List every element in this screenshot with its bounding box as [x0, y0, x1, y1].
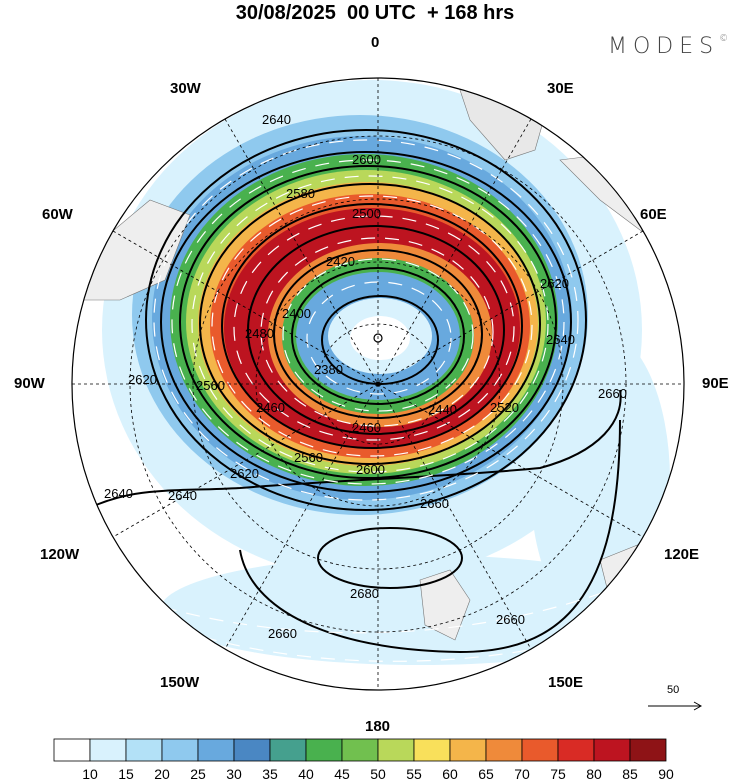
contour-label-2600: 2600: [352, 152, 381, 167]
contour-2680: [317, 527, 463, 589]
contour-2640: [145, 129, 587, 511]
lon-label-180: 180: [365, 718, 391, 735]
contour-label-2680: 2680: [350, 586, 379, 601]
colorbar-tick-label: 25: [190, 766, 206, 782]
colorbar-swatch: [305, 738, 343, 762]
lon-label-150w: 150W: [160, 674, 200, 691]
contour-2660: [74, 389, 622, 516]
colorbar-tick-label: 40: [298, 766, 314, 782]
contour-label-2420: 2420: [326, 254, 355, 269]
contour-label-2460-left: 2460: [256, 400, 285, 415]
contour-label-2660-east: 2660: [598, 386, 627, 401]
colorbar-swatch: [629, 738, 667, 762]
colorbar-swatch: [89, 738, 127, 762]
colorbar-tick-label: 85: [622, 766, 638, 782]
contour-label-2660-southwest: 2660: [268, 626, 297, 641]
contour-2600: [179, 165, 557, 479]
colorbar-swatch: [521, 738, 559, 762]
contour-label-2620-west: 2620: [128, 372, 157, 387]
colorbar-tick-label: 65: [478, 766, 494, 782]
contour-label-2560: 2560: [196, 378, 225, 393]
pole-marker: [375, 381, 381, 387]
contour-label-2640-east: 2640: [546, 332, 575, 347]
colorbar-tick-label: 35: [262, 766, 278, 782]
colorbar-swatch: [125, 738, 163, 762]
reference-vector-arrow: [648, 701, 703, 711]
contour-label-2660: 2660: [420, 496, 449, 511]
contour-label-2500: 2500: [352, 206, 381, 221]
colorbar: [53, 738, 667, 762]
map-title: 30/08/2025 00 UTC + 168 hrs: [235, 2, 515, 24]
lon-label-0: 0: [371, 34, 380, 51]
brand-logo: MODES©: [608, 34, 728, 59]
colorbar-swatch: [485, 738, 523, 762]
contour-label-2620-east: 2620: [540, 276, 569, 291]
lon-label-60e: 60E: [640, 206, 667, 223]
contour-label-2580: 2580: [286, 186, 315, 201]
colorbar-swatch: [233, 738, 271, 762]
colorbar-tick-label: 90: [658, 766, 674, 782]
colorbar-tick-label: 50: [370, 766, 386, 782]
colorbar-tick-label: 10: [82, 766, 98, 782]
contour-2440: [273, 249, 483, 419]
colorbar-tick-label: 45: [334, 766, 350, 782]
colorbar-swatch: [197, 738, 235, 762]
colorbar-tick-label: 60: [442, 766, 458, 782]
height-contours: [74, 129, 622, 654]
contour-label-2520: 2520: [490, 400, 519, 415]
contour-label-2640-southwest: 2640: [104, 486, 133, 501]
colorbar-swatch: [161, 738, 199, 762]
contour-2500: [247, 225, 505, 435]
lon-label-150e: 150E: [548, 674, 584, 691]
colorbar-tick-label: 20: [154, 766, 170, 782]
colorbar-tick-label: 55: [406, 766, 422, 782]
colorbar-tick-label: 30: [226, 766, 242, 782]
contour-label-2480: 2480: [245, 326, 274, 341]
contour-label-2440: 2440: [428, 402, 457, 417]
contour-label-2640: 2640: [262, 112, 291, 127]
lon-label-120w: 120W: [40, 546, 80, 563]
lon-label-120e: 120E: [664, 546, 700, 563]
contour-label-2400: 2400: [282, 306, 311, 321]
brand-name: MODES: [608, 34, 720, 59]
contour-label-2600-south: 2600: [356, 462, 385, 477]
contour-2540: [221, 203, 523, 449]
colorbar-swatch: [593, 738, 631, 762]
contour-2660-south: [239, 419, 621, 654]
map-boundary: [71, 77, 685, 691]
colorbar-swatch: [377, 738, 415, 762]
colorbar-swatch: [53, 738, 91, 762]
contour-label-group: 2640 2600 2580 2500 2420 2400 2380 2480 …: [104, 112, 627, 641]
colorbar-swatch: [449, 738, 487, 762]
contour-2620: [160, 151, 572, 493]
wind-vectors: [139, 139, 681, 662]
lon-label-90e: 90E: [702, 375, 729, 392]
contour-label-2640-south: 2640: [168, 488, 197, 503]
lon-label-90w: 90W: [14, 375, 45, 392]
colorbar-swatch: [557, 738, 595, 762]
lon-label-30e: 30E: [547, 80, 574, 97]
reference-vector-label: 50: [667, 684, 680, 696]
colorbar-swatch: [341, 738, 379, 762]
polar-center: [350, 316, 410, 360]
low-center-marker: [373, 333, 383, 343]
contour-label-2620-south: 2620: [230, 466, 259, 481]
lon-label-30w: 30W: [170, 80, 201, 97]
copyright-mark: ©: [719, 34, 729, 44]
contour-label-2460: 2460: [352, 420, 381, 435]
contour-label-2560-south: 2560: [294, 450, 323, 465]
contour-2580: [199, 183, 541, 465]
colorbar-tick-label: 80: [586, 766, 602, 782]
lon-label-60w: 60W: [42, 206, 73, 223]
colorbar-swatch: [269, 738, 307, 762]
colorbar-swatch: [413, 738, 451, 762]
colorbar-tick-label: 70: [514, 766, 530, 782]
contour-label-2660-southeast: 2660: [496, 612, 525, 627]
contour-label-2380: 2380: [314, 362, 343, 377]
antarctic-island: [419, 569, 471, 641]
colorbar-tick-label: 15: [118, 766, 134, 782]
colorbar-tick-label: 75: [550, 766, 566, 782]
